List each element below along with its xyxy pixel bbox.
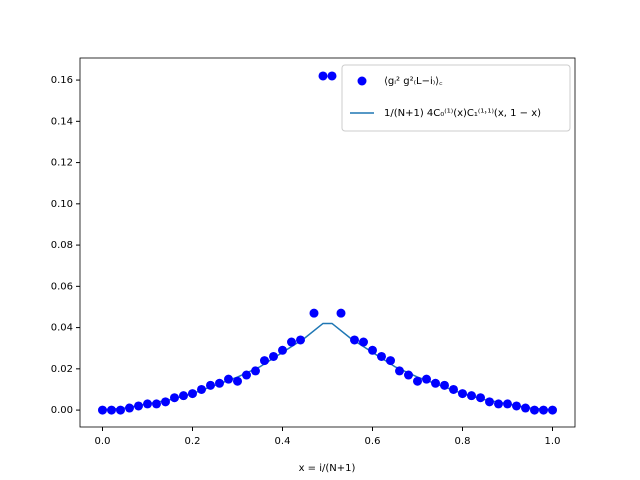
- point: [413, 376, 422, 386]
- point: [539, 405, 548, 415]
- point: [179, 391, 188, 401]
- x-tick-label: 0.2: [185, 436, 201, 447]
- point: [251, 366, 260, 376]
- point: [548, 405, 557, 415]
- point: [336, 308, 346, 318]
- point: [386, 356, 395, 366]
- y-tick-label: 0.16: [51, 75, 73, 86]
- point: [449, 384, 458, 394]
- point: [170, 393, 179, 403]
- y-tick-label: 0.04: [51, 323, 73, 334]
- point: [530, 405, 539, 415]
- y-tick-label: 0.02: [51, 364, 73, 375]
- point: [467, 391, 476, 401]
- point: [143, 399, 152, 409]
- y-tick-label: 0.14: [51, 116, 73, 127]
- point: [233, 376, 242, 386]
- point: [458, 389, 467, 399]
- point: [359, 337, 368, 347]
- point: [278, 345, 287, 355]
- point: [242, 370, 251, 380]
- point: [318, 71, 328, 81]
- point: [107, 405, 116, 415]
- point: [503, 399, 512, 409]
- point: [309, 308, 319, 318]
- x-tick-label: 0.8: [455, 436, 471, 447]
- x-tick-label: 0.6: [365, 436, 381, 447]
- y-tick-label: 0.08: [51, 240, 73, 251]
- legend-label: 1/(N+1) 4C₀⁽¹⁾(x)C₁⁽¹˒¹⁾(x, 1 − x): [384, 108, 541, 119]
- point: [476, 393, 485, 403]
- point: [98, 405, 107, 415]
- point: [116, 405, 125, 415]
- point: [494, 399, 503, 409]
- point: [197, 384, 206, 394]
- point: [395, 366, 404, 376]
- point: [440, 380, 449, 390]
- y-tick-label: 0.00: [51, 405, 73, 416]
- plot-frame: [79, 57, 576, 428]
- legend-box: [341, 64, 571, 132]
- point: [521, 403, 530, 413]
- point: [287, 337, 296, 347]
- point: [125, 403, 134, 413]
- y-tick-label: 0.12: [51, 158, 73, 169]
- point: [327, 71, 337, 81]
- x-tick-label: 0.0: [95, 436, 111, 447]
- point: [512, 401, 521, 411]
- point: [215, 378, 224, 388]
- point: [404, 370, 413, 380]
- point: [260, 356, 269, 366]
- point: [134, 401, 143, 411]
- point: [350, 335, 359, 345]
- point: [485, 397, 494, 407]
- point: [161, 397, 170, 407]
- point: [269, 351, 278, 361]
- y-tick-label: 0.10: [51, 199, 73, 210]
- point: [296, 335, 305, 345]
- point: [206, 380, 215, 390]
- legend-label: ⟨gᵢ² g²₍L−i₎⟩꜀: [384, 76, 443, 87]
- point: [422, 374, 431, 384]
- point: [368, 345, 377, 355]
- x-axis-label: x = i/(N+1): [299, 463, 356, 474]
- point: [431, 378, 440, 388]
- point: [188, 389, 197, 399]
- point: [377, 351, 386, 361]
- point: [224, 374, 233, 384]
- legend-marker: [357, 76, 367, 86]
- x-tick-label: 1.0: [545, 436, 561, 447]
- x-tick-label: 0.4: [275, 436, 291, 447]
- point: [152, 399, 161, 409]
- y-tick-label: 0.06: [51, 281, 73, 292]
